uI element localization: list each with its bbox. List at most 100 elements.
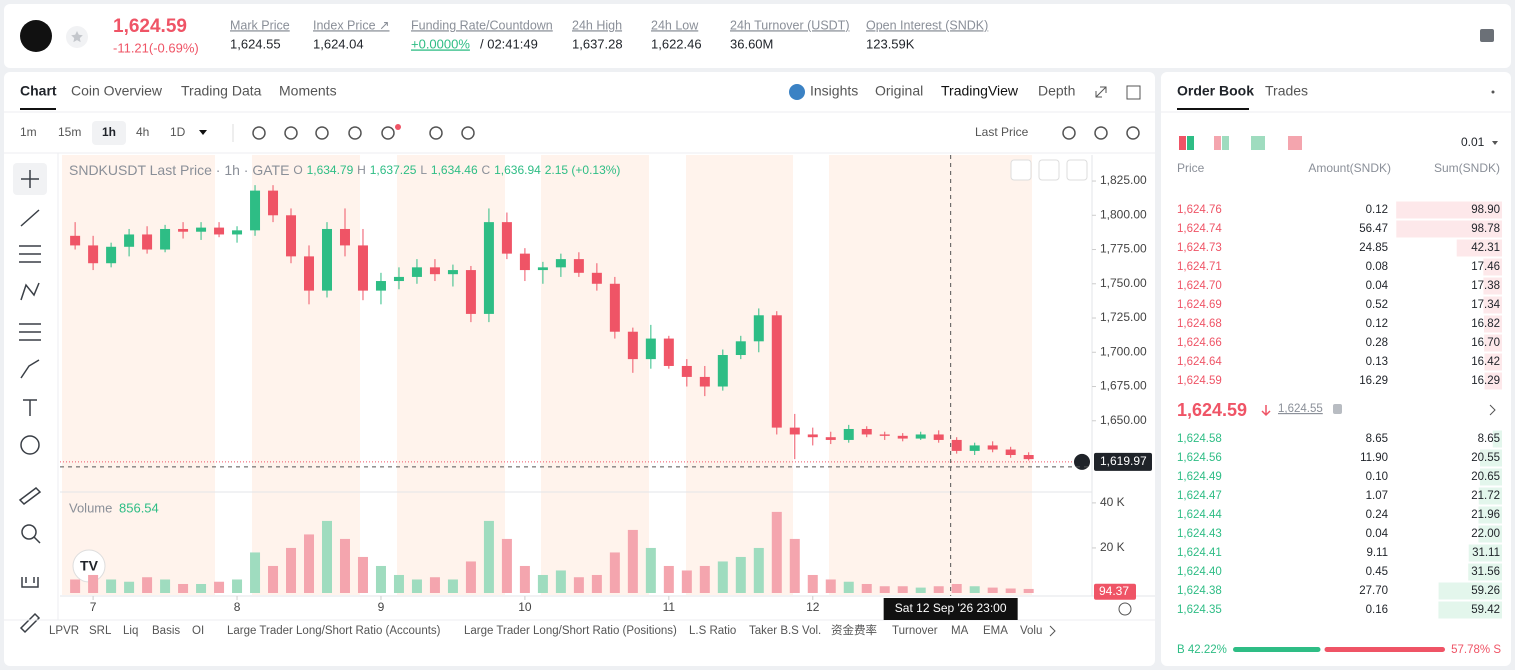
chevron[interactable] (1489, 404, 1496, 416)
precision[interactable]: 0.01 (1461, 135, 1485, 149)
candle-body (393, 276, 404, 282)
indicator-tab[interactable]: Volu (1020, 625, 1042, 637)
order-sum: 42.31 (1471, 242, 1500, 254)
order-sum: 59.42 (1471, 604, 1500, 616)
volume-bar (465, 561, 476, 593)
drawing-toolbar[interactable] (13, 163, 47, 634)
volume-bar (861, 583, 872, 593)
indicator-tab[interactable]: Liq (123, 625, 138, 637)
volume-bar (789, 538, 800, 593)
interval-button[interactable]: 1m (20, 125, 37, 139)
indicator-tab[interactable]: LPVR (49, 625, 79, 637)
indicator-tab[interactable]: OI (192, 625, 204, 637)
toolbar-icon[interactable] (1094, 126, 1108, 140)
toolbar-icon[interactable] (348, 126, 362, 140)
depth-bar (1479, 468, 1502, 486)
interval-button[interactable]: 1D (170, 125, 186, 139)
indicator-tab[interactable]: Basis (152, 625, 180, 637)
volume-bar (447, 579, 458, 593)
indicator-tab[interactable]: Large Trader Long/Short Ratio (Positions… (464, 625, 677, 637)
interval-button[interactable]: 1h (102, 125, 116, 139)
toolbar-icon[interactable] (381, 126, 395, 140)
interval-button[interactable]: 15m (58, 125, 81, 139)
toolbar-icon[interactable] (284, 126, 298, 140)
order-sum: 21.96 (1471, 509, 1500, 521)
chart-tab[interactable]: Coin Overview (71, 83, 163, 99)
settings-icon[interactable] (1118, 602, 1132, 616)
order-price: 1,624.41 (1177, 547, 1222, 559)
indicator-tab[interactable]: 资金费率 (831, 623, 877, 637)
order-price: 1,624.47 (1177, 490, 1222, 502)
volume-bar (951, 583, 962, 593)
chart-tab[interactable]: Moments (279, 83, 337, 99)
indicator-tab[interactable]: Large Trader Long/Short Ratio (Accounts) (227, 625, 441, 637)
scroll-right[interactable] (1049, 625, 1056, 637)
indicator-tab[interactable]: L.S Ratio (689, 625, 736, 637)
depth-bar (1484, 353, 1502, 371)
order-sum: 16.42 (1471, 356, 1500, 368)
candle-body (268, 190, 279, 216)
toolbar-icon[interactable] (1126, 126, 1140, 140)
order-amount: 16.29 (1359, 375, 1388, 387)
toolbar-icon[interactable] (252, 126, 266, 140)
buy-ratio-bar (1233, 647, 1321, 652)
column-header: Amount(SNDK) (1308, 161, 1391, 175)
toolbar-icon[interactable] (1062, 126, 1076, 140)
indicator-tab[interactable]: EMA (983, 625, 1008, 637)
depth-bar (1483, 296, 1502, 314)
legend-part: SNDKUSDT Last Price · 1h · GATE (69, 162, 289, 178)
expand-icon[interactable] (1095, 86, 1107, 98)
chart-tab[interactable]: Chart (20, 83, 57, 99)
volume-bar (321, 520, 332, 593)
toolbar-icon[interactable] (429, 126, 443, 140)
x-tick-label: 7 (90, 600, 97, 614)
chart-tab[interactable]: Trading Data (181, 83, 262, 99)
crosshair-plus[interactable] (1074, 453, 1090, 470)
pane-button[interactable] (1066, 159, 1088, 181)
volume-bar (1023, 588, 1034, 593)
x-tick-label: 12 (806, 600, 820, 614)
candle-body (537, 267, 548, 271)
order-price: 1,624.64 (1177, 356, 1222, 368)
y-tick-label: 1,700.00 (1100, 344, 1147, 358)
notes-icon[interactable] (1480, 29, 1494, 42)
depth-bar (1456, 239, 1502, 257)
volume-bar (196, 583, 207, 593)
indicator-tab[interactable]: SRL (89, 625, 112, 637)
indicator-tab[interactable]: Taker B.S Vol. (749, 625, 821, 637)
crosshair-label: Sat 12 Sep '26 23:00 (895, 601, 1007, 615)
candle-body (70, 235, 81, 246)
interval-button[interactable]: 4h (136, 125, 149, 139)
stat-label: Mark Price (230, 18, 290, 32)
view-tab[interactable]: Original (875, 83, 923, 99)
candle-body (933, 434, 944, 440)
depth-bar (1478, 525, 1502, 543)
candle-body (501, 222, 512, 254)
window-icon[interactable] (1126, 85, 1141, 100)
orderbook-tab[interactable]: Trades (1265, 83, 1308, 99)
price-source[interactable]: Last Price (975, 125, 1029, 139)
stat-value: 1,624.04 (313, 36, 364, 51)
volume-bar (304, 534, 315, 593)
crosshair-tag (883, 598, 1018, 620)
dropdown-icon[interactable] (199, 130, 207, 135)
down-arrow (1261, 405, 1271, 417)
indicator-tab[interactable]: MA (951, 625, 969, 637)
view-tab[interactable]: Insights (810, 83, 858, 99)
view-tab[interactable]: Depth (1038, 83, 1075, 99)
last-price-label: 1,619.97 (1100, 454, 1147, 468)
interval-active-bg (92, 121, 126, 145)
dropdown-icon (1492, 141, 1498, 145)
active-tab-underline (20, 108, 56, 110)
menu-dots[interactable] (1491, 90, 1495, 94)
toolbar-icon[interactable] (315, 126, 329, 140)
indicator-tab[interactable]: Turnover (892, 625, 938, 637)
volume-bar (142, 577, 153, 593)
pane-button[interactable] (1038, 159, 1060, 181)
view-tab[interactable]: TradingView (941, 83, 1019, 99)
pane-button[interactable] (1010, 159, 1032, 181)
orderbook-tab[interactable]: Order Book (1177, 83, 1254, 99)
toolbar-icon[interactable] (461, 126, 475, 140)
candle-body (915, 434, 926, 439)
orderbook-layout-icons[interactable] (1179, 136, 1302, 150)
